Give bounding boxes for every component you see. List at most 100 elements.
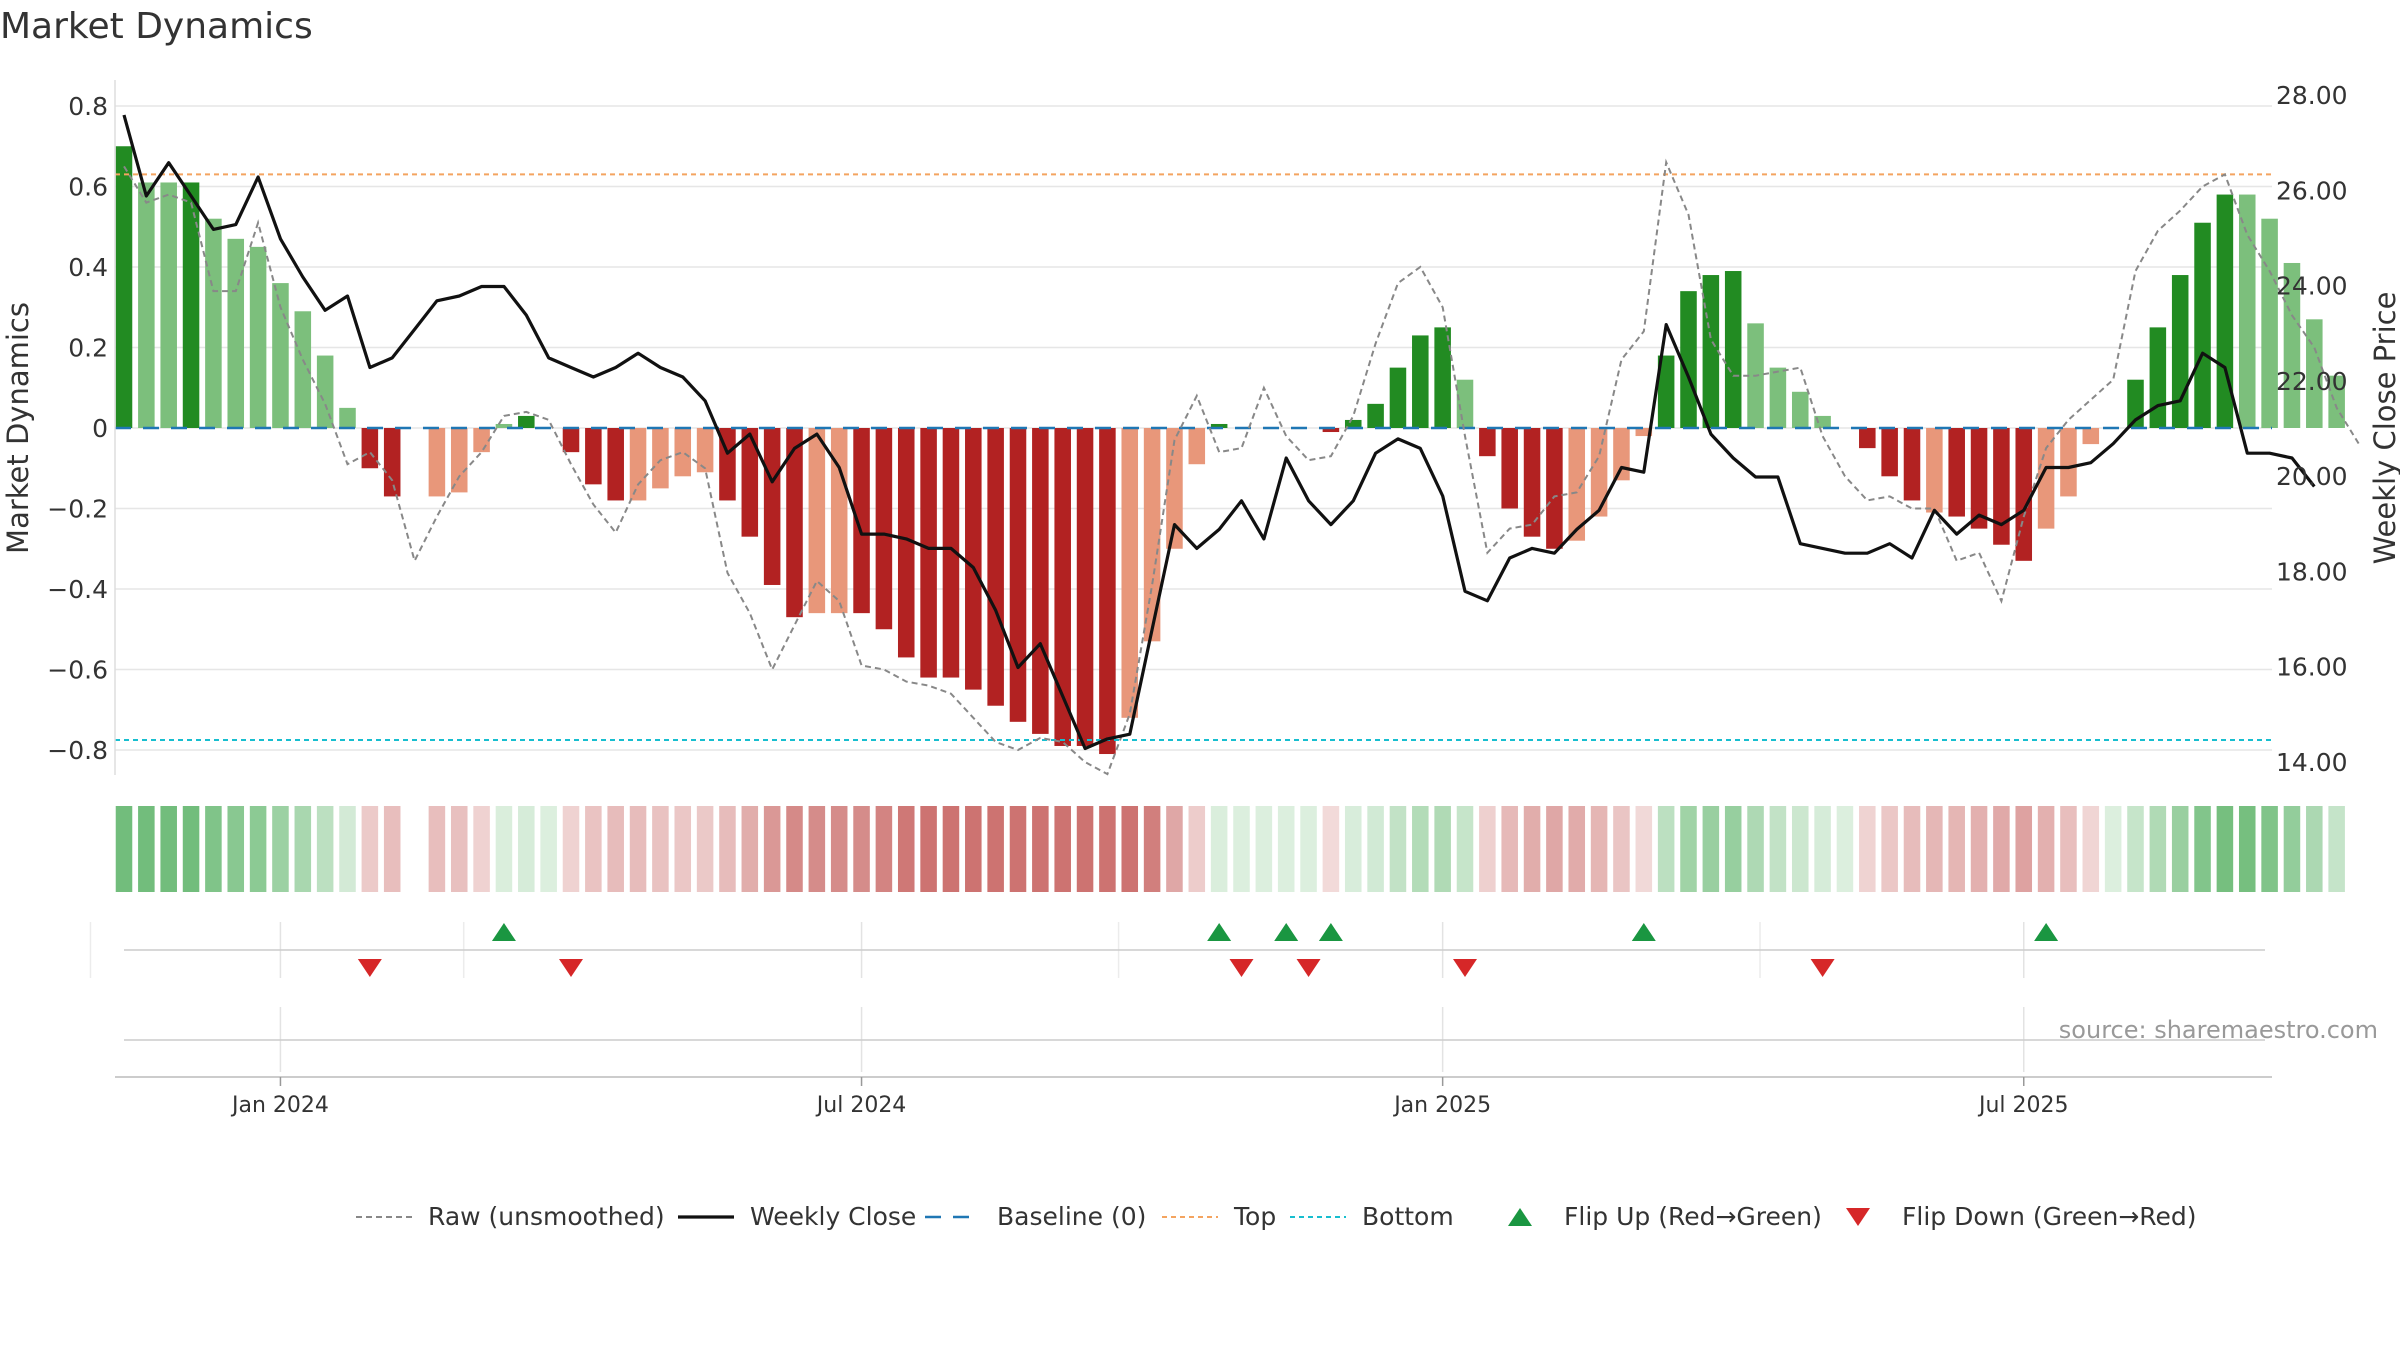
dynamics-bar (2216, 194, 2234, 428)
regime-band-cell (1747, 806, 1764, 892)
dynamics-bar (1993, 428, 2010, 545)
y-right-tick-label: 22.00 (2276, 367, 2348, 396)
dynamics-bar (1032, 428, 1049, 734)
dynamics-bar (1322, 428, 1340, 433)
regime-band-cell (2015, 806, 2033, 892)
regime-band-cell (1076, 806, 1094, 892)
regime-band-cell (830, 806, 848, 892)
price-lines (122, 114, 2360, 776)
legend-item: Baseline (0) (925, 1202, 1146, 1231)
regime-band-cell (2306, 806, 2323, 892)
regime-band-cell (1657, 806, 1675, 892)
regime-band-cell (495, 806, 513, 892)
y-right-tick-label: 26.00 (2276, 176, 2348, 205)
dynamics-bar (2171, 275, 2189, 428)
legend-item: Bottom (1290, 1202, 1454, 1231)
regime-band-cell (652, 806, 669, 892)
dynamics-bar (1613, 428, 1630, 481)
dynamics-bar (1702, 275, 1720, 428)
dynamics-bar (1724, 271, 1742, 428)
dynamics-bar (2037, 428, 2055, 529)
flip-down-marker (1810, 959, 1835, 977)
dynamics-bar (1501, 428, 1518, 509)
y-left-tick-label: 0.4 (68, 253, 108, 282)
x-tick-label: Jul 2025 (1977, 1093, 2069, 1118)
dynamics-bar (1791, 391, 1809, 428)
regime-band-cell (316, 806, 334, 892)
flip-down-marker (559, 959, 583, 977)
regime-band-cell (1970, 806, 1988, 892)
dynamics-bar (1814, 415, 1831, 428)
regime-band-cell (853, 806, 870, 892)
regime-band-cell (1322, 806, 1340, 892)
regime-band-cell (1791, 806, 1809, 892)
dynamics-bar (1143, 428, 1161, 642)
regime-band-cell (115, 806, 133, 892)
y-right-tick-label: 24.00 (2276, 272, 2348, 301)
dynamics-bar (1054, 428, 1071, 746)
regime-band-cell (1501, 806, 1518, 892)
dynamics-bar (2238, 194, 2256, 428)
y-left-tick-label: −0.6 (47, 656, 108, 685)
regime-band-cell (1188, 806, 1206, 892)
flip-up-marker (491, 923, 516, 941)
chart-title: Market Dynamics (0, 6, 313, 47)
regime-band-cell (518, 806, 535, 892)
dynamics-bar (1680, 291, 1697, 428)
regime-band-cell (361, 806, 379, 892)
legend-label: Bottom (1362, 1202, 1454, 1231)
dynamics-bar (1389, 367, 1407, 428)
dynamics-bar (2283, 262, 2301, 428)
regime-band-cell (629, 806, 647, 892)
dynamics-bar (987, 428, 1004, 706)
dynamics-bar (1076, 428, 1094, 746)
flip-down-marker (1229, 959, 1254, 977)
dynamics-bar (1412, 335, 1429, 428)
regime-band-cell (1389, 806, 1407, 892)
legend-label: Top (1233, 1202, 1276, 1231)
reference-lines (115, 173, 2272, 741)
flip-up-marker (1274, 923, 1299, 941)
regime-band-cell (1881, 806, 1898, 892)
regime-band-cell (450, 806, 468, 892)
regime-band-cell (1948, 806, 1965, 892)
regime-band-cell (808, 806, 826, 892)
y-right-tick-label: 28.00 (2276, 81, 2348, 110)
dynamics-bar (316, 355, 334, 428)
regime-band-cell (1054, 806, 1071, 892)
regime-band-cell (428, 806, 446, 892)
dynamics-bars (115, 146, 2345, 755)
dynamics-bar (294, 311, 312, 428)
regime-band-cell (763, 806, 781, 892)
dynamics-bar (562, 428, 580, 453)
regime-band-cell (2037, 806, 2055, 892)
dynamics-bar (383, 428, 401, 497)
dynamics-bar (1903, 428, 1921, 501)
regime-band-cell (2238, 806, 2256, 892)
dynamics-bar (1344, 419, 1362, 428)
regime-band (115, 806, 2345, 892)
flip-up-marker (1631, 923, 1656, 941)
regime-band-cell (2060, 806, 2077, 892)
regime-band-cell (1635, 806, 1653, 892)
legend-swatch (1846, 1208, 1870, 1226)
y-left-tick-label: 0.2 (68, 334, 108, 363)
dynamics-bar (450, 428, 468, 493)
y-left-tick-label: 0.8 (68, 92, 108, 121)
flip-up-marker (1207, 923, 1232, 941)
dynamics-bar (205, 218, 222, 428)
regime-band-cell (1546, 806, 1563, 892)
dynamics-bar (2149, 327, 2167, 428)
regime-band-cell (227, 806, 245, 892)
regime-band-cell (1166, 806, 1183, 892)
regime-band-cell (1568, 806, 1586, 892)
regime-band-cell (249, 806, 267, 892)
dynamics-bar (1546, 428, 1563, 549)
x-tick-label: Jan 2024 (230, 1093, 329, 1118)
x-tick-label: Jul 2024 (815, 1093, 907, 1118)
regime-band-cell (1233, 806, 1250, 892)
dynamics-bar (2082, 428, 2100, 445)
regime-band-cell (585, 806, 602, 892)
dynamics-bar (1568, 428, 1586, 541)
